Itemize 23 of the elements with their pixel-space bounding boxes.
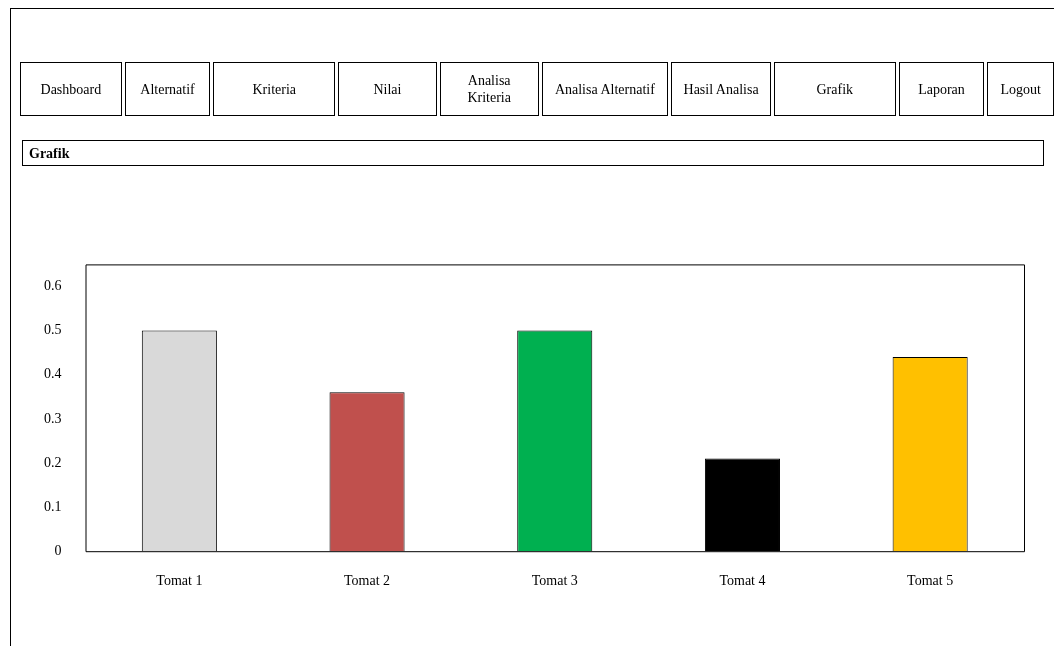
y-tick-label: 0.6 bbox=[44, 278, 62, 294]
y-tick-label: 0.5 bbox=[44, 322, 62, 338]
text: Alternatif bbox=[124, 62, 211, 116]
text: Dashboard bbox=[20, 62, 122, 116]
x-tick-label: Tomat 1 bbox=[156, 573, 203, 589]
x-tick-label: Tomat 2 bbox=[344, 573, 391, 589]
text: Analisa Kriteria bbox=[439, 62, 539, 116]
y-tick-label: 0.2 bbox=[44, 454, 62, 470]
chart-title: Grafik bbox=[22, 140, 1044, 166]
x-tick-label: Tomat 3 bbox=[531, 573, 578, 589]
x-tick-label: Tomat 4 bbox=[719, 573, 766, 589]
y-tick-label: 0 bbox=[54, 542, 62, 558]
text: Nilai bbox=[338, 62, 437, 116]
y-tick-label: 0.4 bbox=[44, 366, 62, 382]
text: Logout bbox=[987, 62, 1054, 116]
text: Analisa Alternatif bbox=[541, 62, 669, 116]
y-tick-label: 0.1 bbox=[44, 498, 62, 514]
x-tick-label: Tomat 5 bbox=[907, 573, 954, 589]
text: Laporan bbox=[898, 62, 985, 116]
text: Hasil Analisa bbox=[671, 62, 771, 116]
text: Kriteria bbox=[213, 62, 336, 116]
text: Grafik bbox=[773, 62, 896, 116]
y-tick-label: 0.3 bbox=[44, 410, 62, 426]
